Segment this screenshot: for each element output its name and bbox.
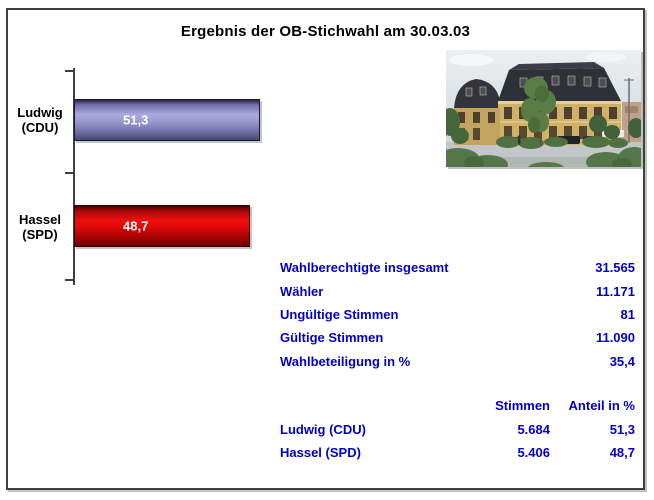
category-label-line: (CDU)	[21, 119, 59, 135]
results-header-anteil: Anteil in %	[568, 398, 635, 414]
stats-label: Ungültige Stimmen	[280, 306, 399, 322]
bar-value-label: 51,3	[123, 112, 149, 128]
bar-hassel: 48,7	[74, 205, 250, 247]
stats-label: Wähler	[280, 283, 324, 299]
chart-frame: Ergebnis der OB-Stichwahl am 30.03.03 Lu…	[6, 8, 645, 490]
category-axis-line	[73, 68, 75, 285]
results-header-stimmen: Stimmen	[495, 398, 550, 414]
axis-tick	[65, 279, 73, 281]
candidate-stimmen: 5.684	[517, 421, 550, 437]
results-row-hassel: Hassel (SPD) 5.406 48,7	[280, 441, 635, 464]
candidate-anteil: 48,7	[609, 444, 635, 460]
stats-row: Ungültige Stimmen 81	[280, 303, 635, 326]
results-table: Stimmen Anteil in % Ludwig (CDU) 5.684 5…	[280, 394, 635, 464]
stats-label: Wahlbeteiligung in %	[280, 353, 411, 369]
category-label-line: Hassel	[19, 212, 61, 227]
stats-row: Gültige Stimmen 11.090	[280, 326, 635, 349]
stats-label: Gültige Stimmen	[280, 330, 384, 346]
results-row-ludwig: Ludwig (CDU) 5.684 51,3	[280, 417, 635, 440]
bar-value-label: 48,7	[123, 218, 149, 234]
candidate-name: Hassel (SPD)	[280, 444, 361, 460]
stats-value: 81	[620, 306, 635, 322]
category-label-line: (SPD)	[22, 226, 58, 242]
stats-value: 35,4	[609, 353, 635, 369]
category-label-line: Ludwig	[17, 105, 63, 120]
stats-value: 31.565	[595, 260, 635, 276]
candidate-anteil: 51,3	[609, 421, 635, 437]
category-label-hassel: Hassel (SPD)	[8, 212, 72, 242]
category-label-ludwig: Ludwig (CDU)	[8, 105, 72, 135]
stats-row: Wahlberechtigte insgesamt 31.565	[280, 256, 635, 279]
town-hall-photo	[446, 50, 641, 167]
results-header-row: Stimmen Anteil in %	[280, 394, 635, 417]
candidate-stimmen: 5.406	[517, 444, 550, 460]
stats-value: 11.090	[595, 330, 635, 346]
stats-row: Wahlbeteiligung in % 35,4	[280, 350, 635, 373]
stats-label: Wahlberechtigte insgesamt	[280, 260, 449, 276]
page-title: Ergebnis der OB-Stichwahl am 30.03.03	[180, 23, 471, 40]
axis-tick	[65, 70, 73, 72]
stats-value: 11.171	[595, 283, 635, 299]
axis-tick	[65, 172, 73, 174]
candidate-name: Ludwig (CDU)	[280, 421, 366, 437]
bar-ludwig: 51,3	[74, 99, 260, 141]
stats-row: Wähler 11.171	[280, 279, 635, 302]
stats-table: Wahlberechtigte insgesamt 31.565 Wähler …	[280, 256, 635, 373]
